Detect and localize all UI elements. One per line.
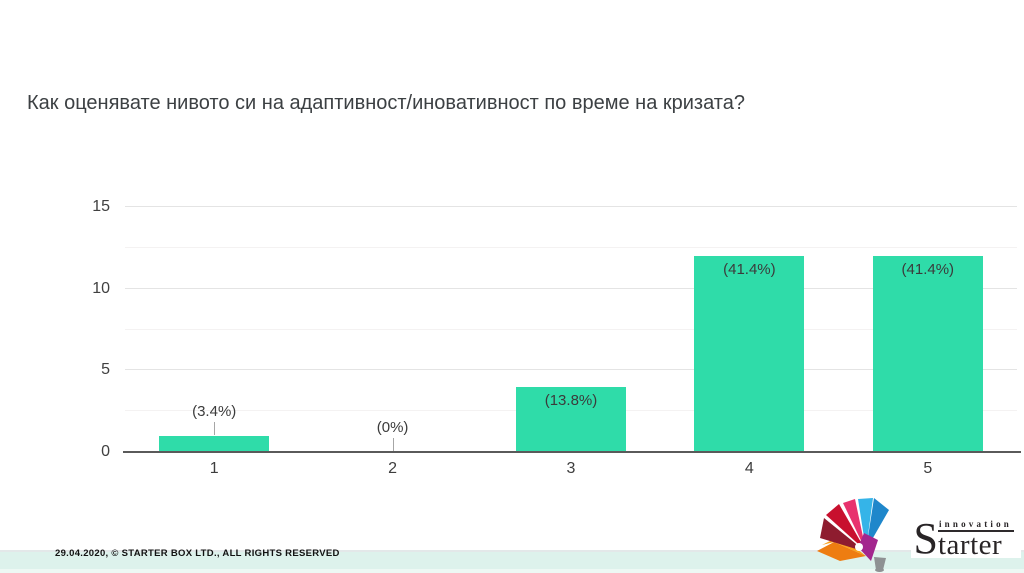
major-gridline	[125, 287, 1017, 289]
tulip-logo-icon	[817, 498, 889, 572]
x-axis-tick-label: 3	[566, 460, 576, 477]
bar-value-label: (3.4%)	[192, 402, 237, 420]
x-axis-tick-label: 4	[744, 460, 754, 477]
bar-value-label: (41.4%)	[901, 261, 955, 278]
x-axis-baseline	[123, 451, 1021, 453]
copyright-text: 29.04.2020, © STARTER BOX LTD., ALL RIGH…	[55, 548, 340, 559]
x-axis-tick-label: 5	[923, 460, 933, 477]
bar: (41.4%)	[872, 256, 983, 452]
logo-starter-word: tarter	[937, 528, 1003, 561]
bar-slot: (0%) 2	[303, 207, 481, 477]
bar-slot: (41.4%) 4	[660, 207, 838, 477]
y-axis-tick-label: 5	[101, 361, 110, 379]
major-gridline	[125, 206, 1017, 207]
major-gridline	[125, 369, 1017, 371]
minor-gridline	[125, 246, 1017, 248]
logo-initial-letter: S	[913, 514, 938, 564]
bar-slot: (3.4%) 1	[125, 207, 303, 477]
chart-title: Как оценявате нивото си на адаптивност/и…	[27, 92, 745, 114]
y-axis-tick-label: 0	[101, 443, 110, 460]
logo-wordmark: S innovation tarter	[910, 514, 1021, 564]
bar-slot: (13.8%) 3	[482, 207, 660, 477]
minor-gridline	[125, 328, 1017, 330]
plot-area: 0 5 10 15 (3.4%) 1 (0%) 2 (13.8%) 3 (41.4%) 4 (41.4%…	[92, 199, 1021, 477]
bar-value-label: (41.4%)	[723, 261, 776, 278]
bar: (13.8%)	[515, 386, 626, 452]
bar-slot: (41.4%) 5	[839, 207, 1017, 477]
bar	[159, 435, 270, 452]
label-leader-line	[392, 438, 394, 451]
x-axis-tick-label: 2	[388, 460, 398, 477]
label-leader-line	[214, 421, 216, 435]
bar-value-label: (13.8%)	[544, 391, 598, 409]
footer-strip	[0, 550, 1024, 573]
y-axis-tick-label: 15	[92, 198, 110, 215]
footer-strip-light-band	[0, 569, 1024, 573]
x-axis-tick-label: 1	[209, 460, 219, 477]
y-axis-tick-label: 10	[92, 279, 110, 297]
innovation-starter-logo: S innovation tarter	[812, 491, 1024, 573]
bar: (41.4%)	[694, 256, 805, 452]
bar-value-label: (0%)	[376, 419, 409, 436]
logo-innovation-word: innovation	[937, 519, 1014, 532]
